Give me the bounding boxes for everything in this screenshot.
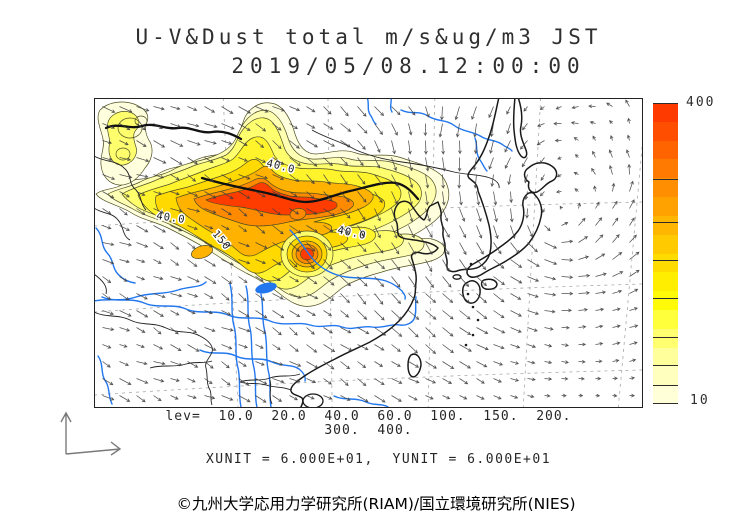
colorbar-segment — [653, 272, 678, 292]
colorbar-segment — [653, 385, 678, 404]
colorbar-segment — [653, 347, 678, 367]
colorbar-tick — [653, 260, 678, 261]
colorbar-tick — [653, 179, 678, 180]
contour-levels-line2: 300. 400. — [324, 423, 413, 438]
colorbar-tick — [653, 337, 678, 338]
dust-contour-bands — [95, 101, 450, 307]
colorbar-max-label: 400 — [686, 95, 716, 110]
colorbar-segment — [653, 197, 678, 216]
plot-title: U-V&Dust total m/s&ug/m3 JST — [135, 25, 602, 49]
lake — [255, 282, 277, 294]
plot-datetime: 2019/05/08.12:00:00 — [231, 54, 586, 78]
vector-unit-line: XUNIT = 6.000E+01, YUNIT = 6.000E+01 — [205, 452, 552, 467]
colorbar-segment — [653, 140, 678, 160]
colorbar-segment — [653, 234, 678, 254]
x-axis-arrow-icon — [65, 441, 122, 456]
colorbar — [653, 103, 678, 404]
colorbar-tick — [653, 385, 678, 386]
colorbar-tick — [653, 222, 678, 223]
map-canvas: 40.0 40.0 150 40.0 — [93, 96, 647, 410]
wind-vectors-layer — [102, 99, 640, 403]
axis-indicator — [60, 411, 122, 456]
y-axis-arrow-icon — [60, 411, 72, 454]
rivers — [93, 96, 513, 408]
coastlines — [290, 96, 558, 410]
colorbar-segment — [653, 328, 678, 348]
colorbar-segment — [653, 159, 678, 179]
copyright-footer: ©九州大学応用力学研究所(RIAM)/国立環境研究所(NIES) — [176, 495, 576, 513]
colorbar-segment — [653, 366, 678, 386]
colorbar-tick — [653, 403, 678, 404]
colorbar-tick — [653, 298, 678, 299]
colorbar-segment — [653, 121, 678, 141]
colorbar-segment — [653, 253, 678, 273]
map-frame — [94, 98, 643, 408]
colorbar-segment — [653, 215, 678, 235]
colorbar-segment — [653, 178, 678, 198]
colorbar-min-label: 10 — [690, 393, 710, 408]
colorbar-segment — [653, 103, 678, 122]
colorbar-segment — [653, 291, 678, 310]
colorbar-tick — [653, 365, 678, 366]
contour-levels-line1: lev= 10.0 20.0 40.0 60.0 100. 150. 200. — [165, 409, 572, 424]
colorbar-segment — [653, 309, 678, 329]
colorbar-tick — [653, 103, 678, 104]
